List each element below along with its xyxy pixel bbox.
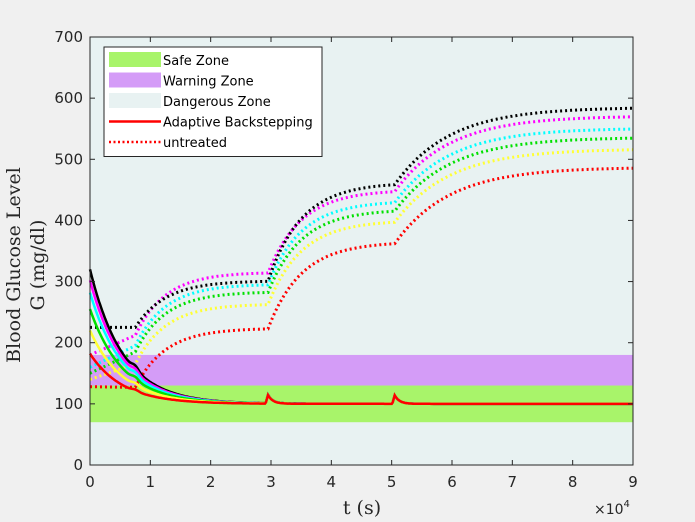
x-axis-label: t (s) bbox=[343, 497, 381, 519]
legend-swatch bbox=[109, 72, 161, 88]
y-axis-label-line1: Blood Glucose Level bbox=[3, 167, 25, 363]
y-tick-label: 500 bbox=[54, 150, 83, 168]
y-tick-label: 700 bbox=[54, 28, 83, 46]
y-tick-label: 400 bbox=[54, 211, 83, 229]
y-axis-label-line2: G (mg/dl) bbox=[27, 220, 49, 311]
x-tick-label: 2 bbox=[206, 473, 216, 491]
x-tick-label: 4 bbox=[327, 473, 337, 491]
y-tick-label: 100 bbox=[54, 395, 83, 413]
y-tick-label: 300 bbox=[54, 273, 83, 291]
untreated-series-3 bbox=[89, 127, 634, 369]
x-tick-label: 8 bbox=[568, 473, 578, 491]
legend: Safe Zone Warning Zone Dangerous Zone Adapt… bbox=[103, 46, 323, 157]
y-tick-label: 600 bbox=[54, 89, 83, 107]
series-layer bbox=[88, 106, 634, 406]
axis-labels: t (s) Blood Glucose Level G (mg/dl) ×104 bbox=[3, 167, 630, 519]
x-tick-label: 5 bbox=[387, 473, 397, 491]
legend-label: Warning Zone bbox=[163, 75, 254, 90]
untreated-series-4 bbox=[89, 115, 633, 357]
legend-label: untreated bbox=[163, 136, 227, 151]
untreated-series-1 bbox=[89, 148, 633, 381]
x-tick-label: 7 bbox=[508, 473, 518, 491]
x-axis-exponent: ×104 bbox=[594, 499, 630, 518]
zone-warning-zone bbox=[90, 354, 633, 386]
axes-box bbox=[89, 36, 634, 466]
x-tick-label: 1 bbox=[146, 473, 156, 491]
x-tick-label: 9 bbox=[628, 473, 638, 491]
x-tick-label: 6 bbox=[447, 473, 457, 491]
y-tick-label: 200 bbox=[54, 334, 83, 352]
untreated-series-2 bbox=[89, 136, 633, 375]
legend-label: Dangerous Zone bbox=[163, 95, 271, 110]
legend-swatch bbox=[109, 93, 161, 108]
legend-label: Safe Zone bbox=[163, 54, 229, 69]
legend-label: Adaptive Backstepping bbox=[163, 116, 313, 131]
ticks-layer: 0 1 2 3 4 5 6 7 8 9 0 100 200 300 400 500 600 700 bbox=[54, 28, 637, 491]
x-tick-label: 3 bbox=[266, 473, 276, 491]
x-tick-label: 0 bbox=[85, 473, 95, 491]
legend-swatch bbox=[109, 52, 161, 67]
untreated-series-0 bbox=[89, 166, 633, 389]
y-tick-label: 0 bbox=[73, 456, 83, 474]
controlled-series-5 bbox=[88, 353, 633, 406]
